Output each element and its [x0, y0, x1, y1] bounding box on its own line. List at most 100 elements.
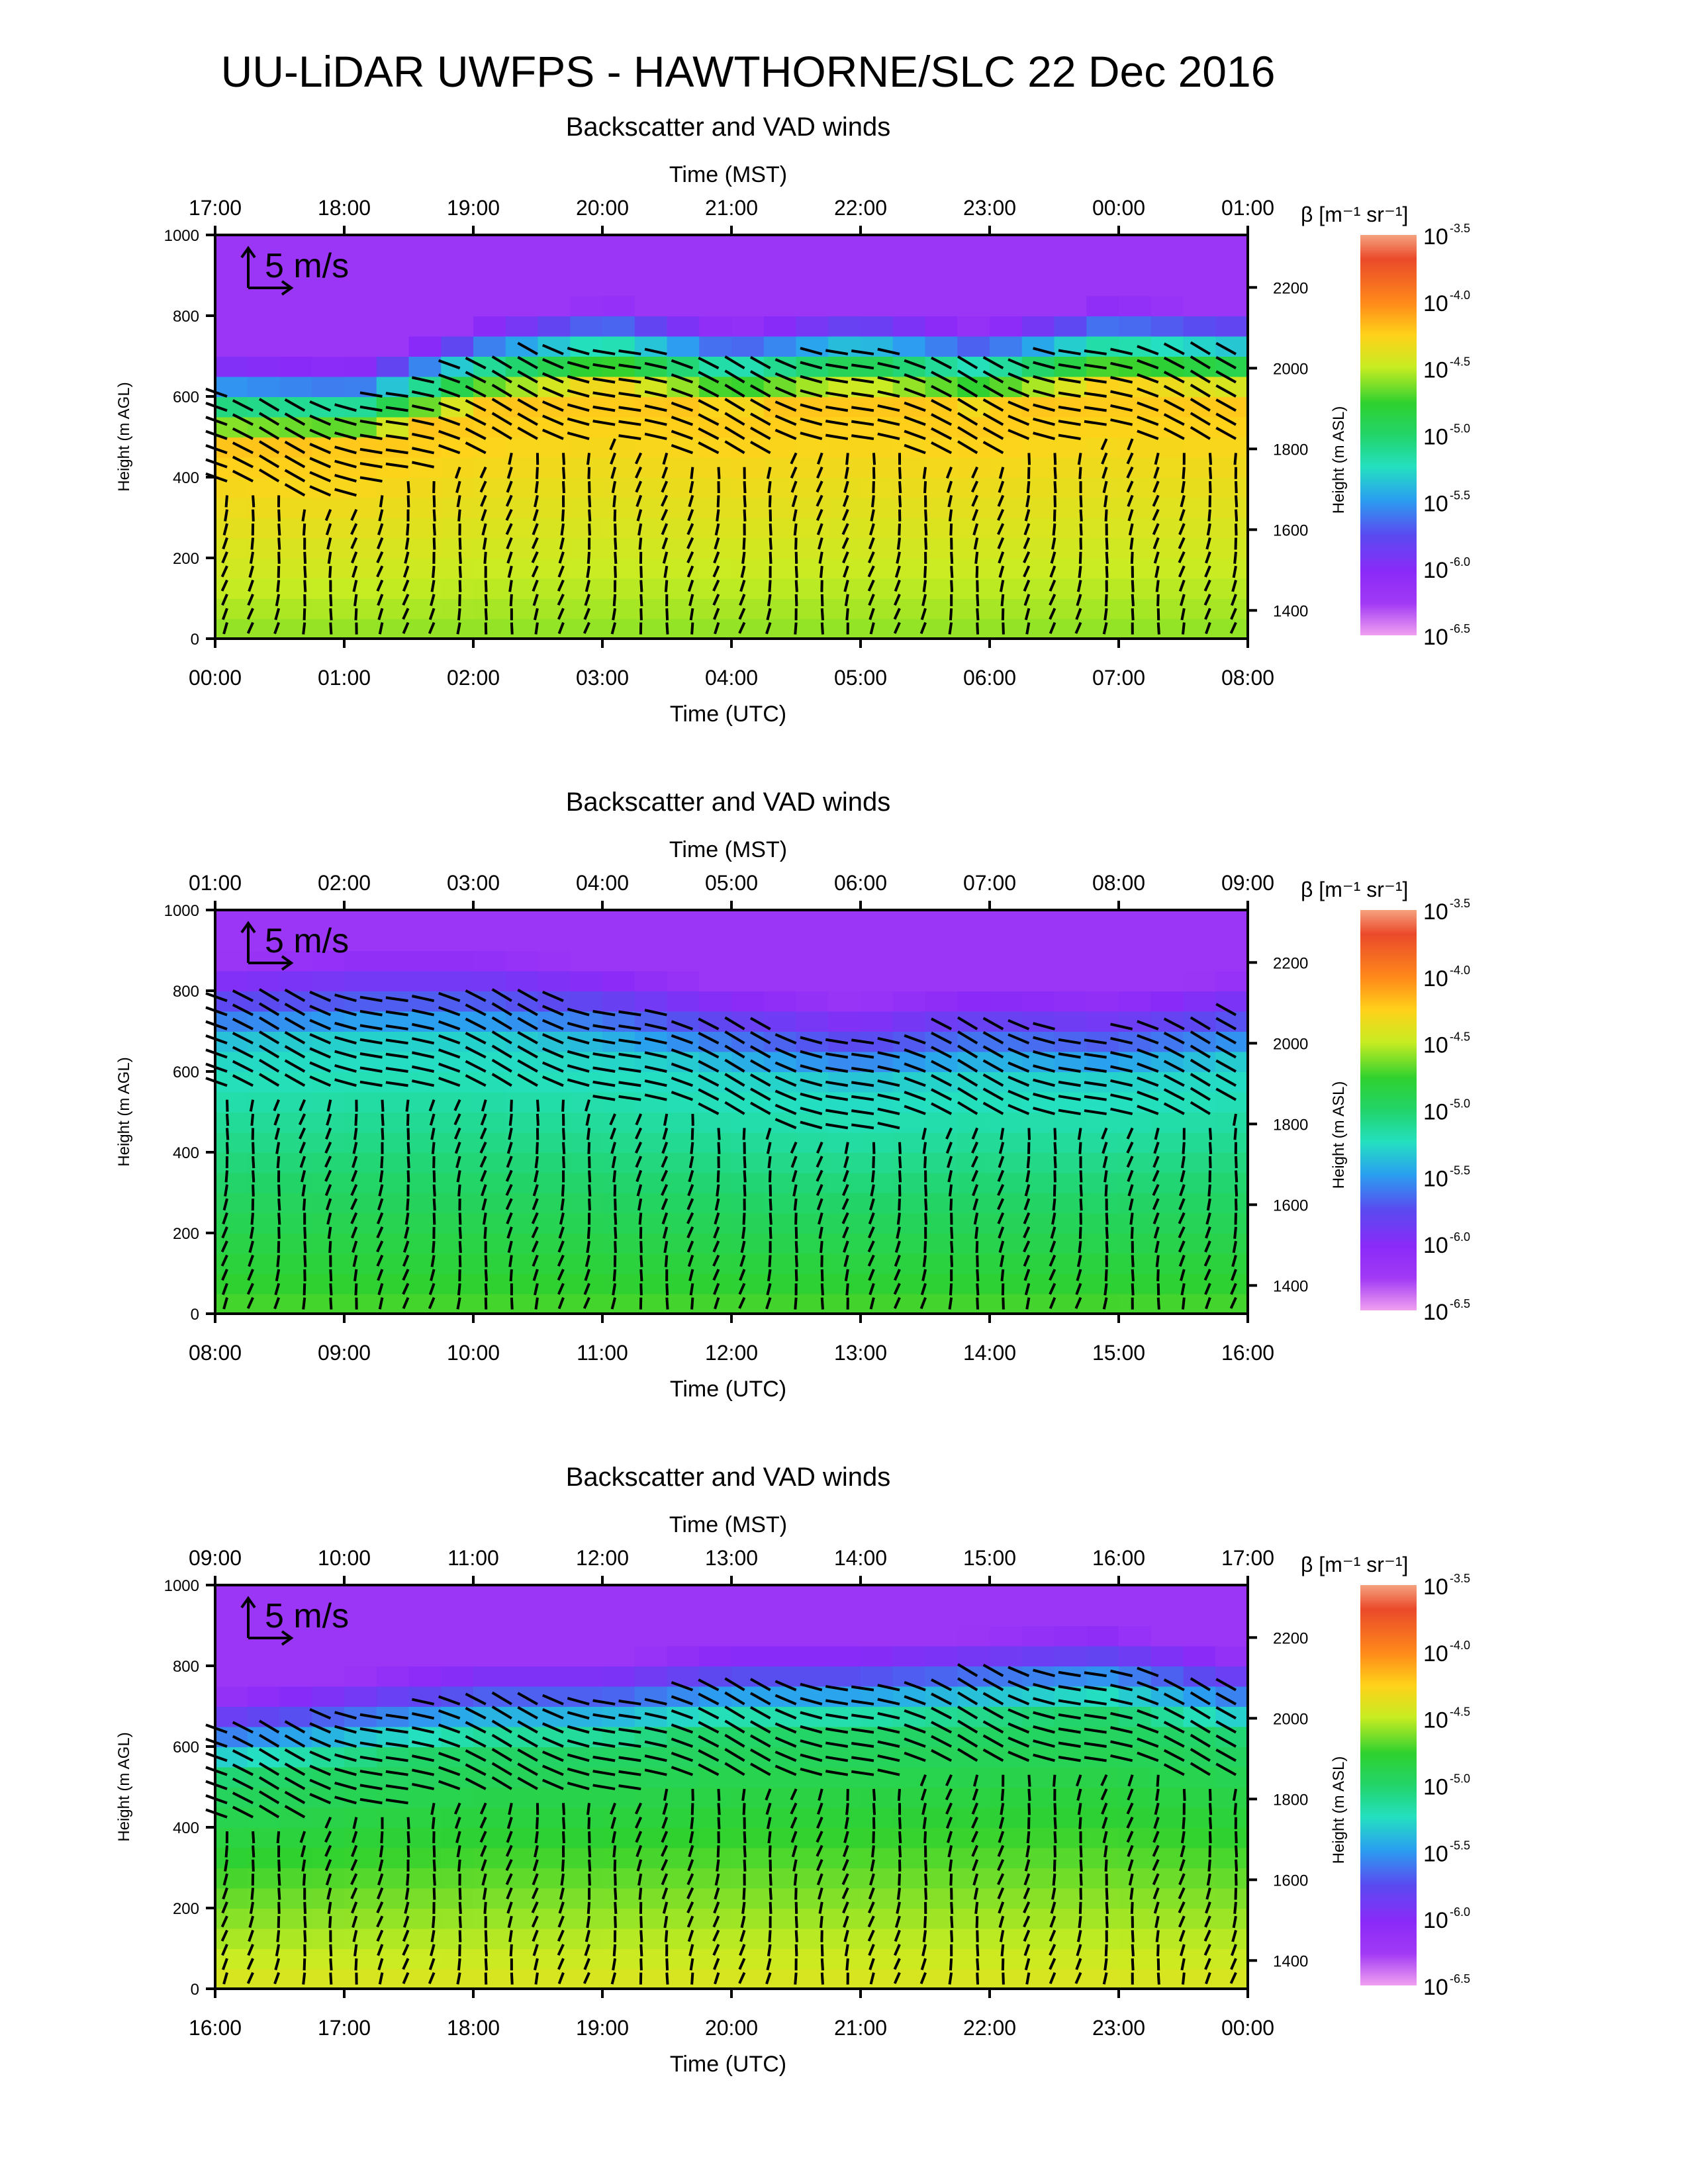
backscatter-cell	[731, 1132, 765, 1153]
backscatter-cell	[699, 1625, 732, 1647]
backscatter-cell	[408, 1625, 442, 1647]
backscatter-cell	[1086, 910, 1119, 931]
wind-arrow	[534, 622, 539, 635]
wind-arrow	[541, 386, 564, 398]
wind-arrow	[768, 580, 772, 592]
backscatter-cell	[925, 930, 959, 951]
wind-arrow	[334, 432, 357, 440]
wind-arrow	[402, 608, 410, 620]
y-tick-label: 200	[173, 550, 199, 568]
backscatter-cell	[957, 1666, 990, 1687]
wind-arrow	[404, 537, 410, 550]
wind-arrow	[724, 440, 745, 455]
wind-arrow	[671, 1723, 694, 1734]
backscatter-cell	[215, 910, 248, 931]
wind-arrow	[465, 1749, 487, 1762]
wind-arrow	[957, 1044, 978, 1059]
wind-arrow	[766, 608, 772, 621]
wind-arrow	[378, 1297, 384, 1310]
wind-arrow	[851, 1727, 874, 1734]
backscatter-cell	[731, 1928, 765, 1949]
backscatter-cell	[828, 1605, 861, 1626]
wind-arrow	[714, 1212, 720, 1225]
wind-arrow	[329, 1958, 333, 1971]
wind-arrow	[982, 1749, 1004, 1762]
wind-arrow	[1033, 375, 1055, 384]
wind-arrow	[1110, 1051, 1133, 1059]
wind-arrow	[385, 434, 408, 441]
backscatter-cell	[957, 1233, 990, 1254]
backscatter-cell	[796, 1605, 829, 1626]
wind-arrow	[845, 1803, 849, 1815]
backscatter-cell	[699, 295, 732, 316]
wind-arrow	[820, 622, 824, 635]
wind-arrow	[843, 1255, 849, 1267]
y2-tick-label: 2200	[1273, 1629, 1308, 1647]
wind-arrow	[1110, 1079, 1133, 1087]
wind-arrow	[465, 1721, 487, 1734]
wind-arrow	[329, 1972, 333, 1985]
backscatter-cell	[1021, 1625, 1055, 1647]
backscatter-cell	[376, 970, 410, 991]
wind-arrow	[790, 480, 798, 493]
wind-arrow	[717, 1128, 721, 1140]
wind-arrow	[334, 1021, 357, 1030]
y2-axis-label: Height (m ASL)	[1330, 1081, 1348, 1189]
backscatter-cell	[990, 1787, 1023, 1808]
bottom-tick-label: 18:00	[447, 2016, 500, 2040]
backscatter-cell	[957, 1253, 990, 1274]
wind-arrow	[454, 467, 461, 479]
wind-arrow	[274, 1958, 281, 1971]
wind-arrow	[922, 1255, 927, 1267]
wind-arrow	[1008, 1666, 1030, 1678]
wind-arrow	[334, 1007, 357, 1017]
backscatter-cell	[957, 1625, 990, 1647]
wind-arrow	[454, 1817, 461, 1829]
wind-arrow	[1204, 608, 1211, 620]
top-axis-label: Time (MST)	[669, 837, 787, 862]
backscatter-cell	[538, 1666, 571, 1687]
backscatter-cell	[279, 1908, 313, 1929]
wind-arrow	[618, 363, 641, 370]
backscatter-cell	[602, 1233, 635, 1254]
wind-arrow	[359, 462, 383, 469]
wind-arrow	[717, 1788, 721, 1801]
backscatter-cell	[699, 1645, 732, 1666]
wind-arrow	[687, 1859, 694, 1872]
backscatter-cell	[215, 930, 248, 951]
backscatter-cell	[731, 1273, 765, 1295]
backscatter-cell	[602, 910, 635, 931]
wind-arrow	[1163, 1046, 1185, 1059]
wind-arrow	[284, 1045, 306, 1059]
backscatter-cell	[1086, 235, 1119, 256]
backscatter-cell	[473, 1908, 506, 1929]
backscatter-cell	[796, 457, 829, 478]
wind-arrow	[479, 1816, 487, 1829]
backscatter-cell	[925, 1726, 959, 1747]
wind-arrow	[428, 1972, 436, 1984]
wind-arrow	[800, 1092, 823, 1101]
wind-arrow	[1084, 1052, 1107, 1059]
backscatter-cell	[925, 1112, 959, 1133]
wind-arrow	[924, 1859, 928, 1872]
backscatter-cell	[1086, 1585, 1119, 1606]
wind-arrow	[800, 1036, 823, 1045]
wind-arrow	[385, 1024, 408, 1030]
backscatter-cell	[473, 1112, 506, 1133]
backscatter-cell	[344, 1172, 377, 1193]
wind-arrow	[300, 1844, 306, 1858]
wind-arrow	[931, 1088, 953, 1101]
wind-arrow	[1084, 1038, 1107, 1045]
backscatter-cell	[925, 1807, 959, 1828]
backscatter-cell	[1215, 1807, 1248, 1828]
backscatter-cell	[279, 1152, 313, 1173]
wind-arrow	[982, 426, 1004, 440]
backscatter-cell	[699, 930, 732, 951]
backscatter-cell	[1183, 336, 1217, 357]
wind-arrow	[592, 405, 616, 412]
backscatter-cell	[892, 1645, 926, 1666]
wind-arrow	[997, 1212, 1005, 1224]
wind-arrow	[686, 551, 694, 564]
wind-arrow	[1231, 1930, 1237, 1942]
